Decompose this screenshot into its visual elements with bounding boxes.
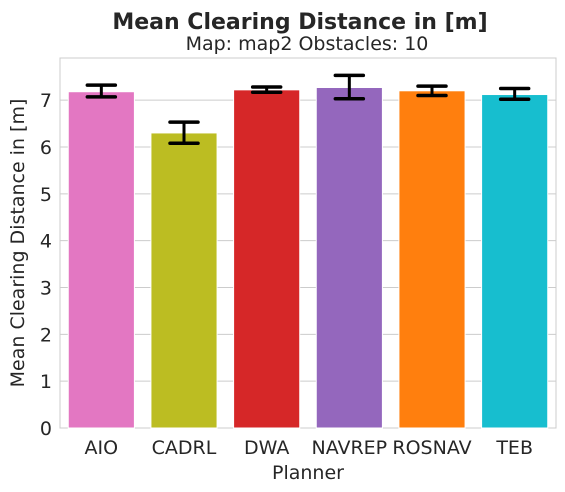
bar-rosnav (398, 90, 466, 429)
bar-navrep (315, 87, 383, 429)
grid-lines (60, 99, 556, 382)
y-tick-label: 5 (40, 184, 52, 206)
error-bar-aio (85, 83, 118, 99)
chart-title: Mean Clearing Distance in [m] (112, 10, 487, 35)
bars (67, 87, 549, 429)
bar-teb (481, 94, 549, 429)
y-tick-label: 0 (40, 418, 52, 440)
plot-area (59, 57, 557, 429)
chart-subtitle: Map: map2 Obstacles: 10 (186, 33, 429, 55)
x-tick-label: CADRL (152, 437, 217, 459)
bar-dwa (233, 89, 301, 429)
error-bar-teb (498, 86, 531, 101)
error-bar-navrep (333, 73, 366, 101)
y-tick-label: 2 (40, 324, 52, 346)
x-tick-labels: AIO CADRL DWA NAVREP ROSNAV TEB (85, 437, 533, 459)
error-bar-rosnav (416, 84, 448, 98)
y-tick-labels: 0 1 2 3 4 5 6 7 (40, 90, 52, 440)
x-tick-label: AIO (85, 437, 119, 459)
error-bar-dwa (250, 85, 283, 94)
y-tick-label: 7 (40, 90, 52, 112)
x-tick-label: NAVREP (311, 437, 387, 459)
y-tick-label: 1 (40, 371, 52, 393)
y-tick-label: 4 (40, 231, 52, 253)
y-tick-label: 3 (40, 277, 52, 299)
x-tick-label: TEB (495, 437, 533, 459)
x-tick-label: ROSNAV (392, 437, 471, 459)
bar-cadrl (150, 132, 218, 429)
y-axis-label: Mean Clearing Distance in [m] (7, 99, 29, 388)
x-axis-label: Planner (272, 462, 344, 484)
error-bar-cadrl (168, 120, 200, 145)
x-tick-label: DWA (244, 437, 289, 459)
y-tick-label: 6 (40, 137, 52, 159)
error-bars (85, 73, 531, 145)
bar-aio (67, 91, 135, 429)
